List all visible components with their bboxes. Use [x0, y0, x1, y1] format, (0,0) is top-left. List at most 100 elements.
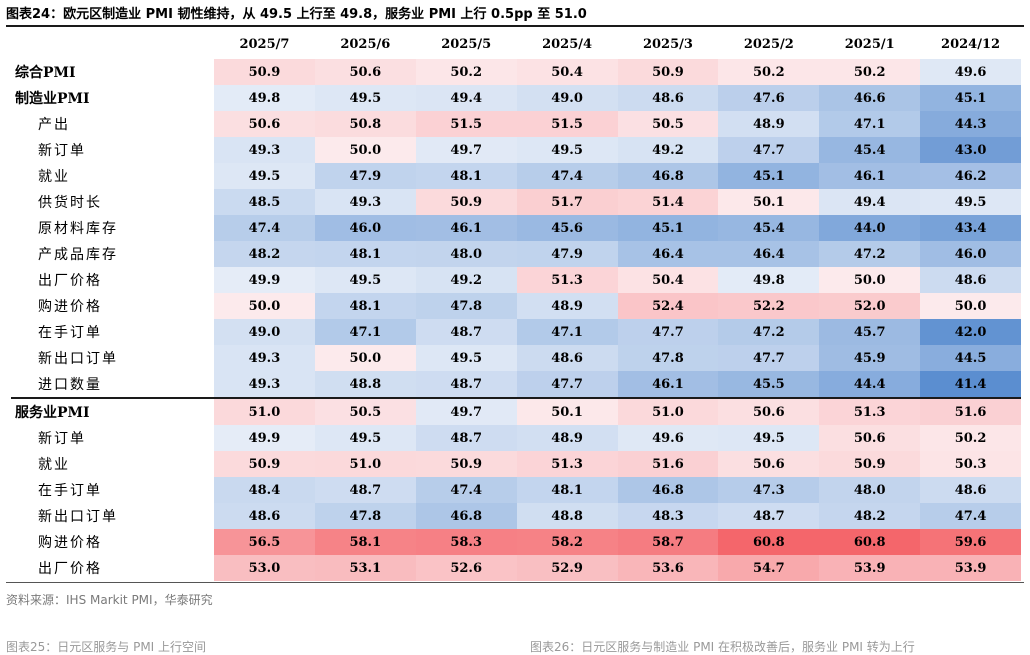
heatmap-cell: 47.2 [819, 241, 921, 267]
heatmap-cell: 47.7 [617, 319, 719, 345]
heatmap-cell: 46.0 [920, 241, 1021, 267]
heatmap-cell: 52.2 [718, 293, 820, 319]
heatmap-cell: 42.0 [920, 319, 1021, 345]
heatmap-cell: 50.2 [415, 59, 517, 85]
heatmap-cell: 52.4 [617, 293, 719, 319]
heatmap-cell: 46.2 [920, 163, 1021, 189]
row-label: 产成品库存 [38, 247, 118, 263]
heatmap-cell: 47.7 [718, 137, 820, 163]
heatmap-cell: 53.1 [314, 555, 416, 581]
heatmap-cell: 56.5 [214, 529, 315, 555]
heatmap-cell: 48.8 [516, 503, 618, 529]
heatmap-cell: 48.3 [617, 503, 719, 529]
heatmap-cell: 50.9 [214, 451, 315, 477]
heatmap-cell: 50.6 [214, 111, 315, 137]
heatmap-cell: 49.3 [214, 345, 315, 371]
heatmap-cell: 46.1 [617, 371, 719, 398]
table-row: 在手订单 49.0 47.1 48.7 47.1 47.7 47.2 45.7 42.0 [11, 319, 1021, 345]
heatmap-cell: 59.6 [920, 529, 1021, 555]
heatmap-cell: 50.6 [718, 451, 820, 477]
heatmap-cell: 49.4 [819, 189, 921, 215]
heatmap-cell: 45.1 [920, 85, 1021, 111]
heatmap-cell: 45.7 [819, 319, 921, 345]
heatmap-cell: 49.2 [415, 267, 517, 293]
source-note: 资料来源：IHS Markit PMI，华泰研究 [6, 593, 213, 607]
heatmap-cell: 46.4 [617, 241, 719, 267]
heatmap-cell: 50.9 [819, 451, 921, 477]
heatmap-cell: 49.3 [214, 371, 315, 398]
table-row: 供货时长 48.5 49.3 50.9 51.7 51.4 50.1 49.4 49.5 [11, 189, 1021, 215]
heatmap-cell: 48.6 [617, 85, 719, 111]
heatmap-cell: 48.7 [718, 503, 820, 529]
row-label: 新订单 [38, 431, 86, 447]
table-row: 服务业PMI 51.0 50.5 49.7 50.1 51.0 50.6 51.3 51.6 [11, 397, 1021, 425]
row-label: 新订单 [38, 143, 86, 159]
heatmap-cell: 50.6 [718, 397, 820, 425]
next-figure-title-left: 图表25：日元区服务与 PMI 上行空间 [6, 640, 207, 654]
heatmap-cell: 58.1 [314, 529, 416, 555]
heatmap-cell: 45.1 [718, 163, 820, 189]
heatmap-cell: 49.8 [718, 267, 820, 293]
heatmap-cell: 47.1 [314, 319, 416, 345]
heatmap-cell: 50.3 [920, 451, 1021, 477]
heatmap-cell: 47.4 [516, 163, 618, 189]
heatmap-cell: 46.8 [617, 163, 719, 189]
heatmap-cell: 58.3 [415, 529, 517, 555]
column-header: 2025/3 [642, 37, 693, 52]
figure-title: 图表24：欧元区制造业 PMI 韧性维持，从 49.5 上行至 49.8，服务业… [6, 7, 587, 22]
top-rule [6, 25, 1024, 27]
heatmap-cell: 49.9 [214, 425, 315, 451]
heatmap-cell: 50.5 [314, 397, 416, 425]
heatmap-cell: 48.7 [415, 319, 517, 345]
table-row: 原材料库存 47.4 46.0 46.1 45.6 45.1 45.4 44.0 43.4 [11, 215, 1021, 241]
heatmap-cell: 51.5 [415, 111, 517, 137]
table-row: 进口数量 49.3 48.8 48.7 47.7 46.1 45.5 44.4 41.4 [11, 371, 1021, 398]
table-row: 产出 50.6 50.8 51.5 51.5 50.5 48.9 47.1 44.3 [11, 111, 1021, 137]
row-label: 在手订单 [38, 325, 102, 341]
table-row: 制造业PMI 49.8 49.5 49.4 49.0 48.6 47.6 46.6 45.1 [11, 85, 1021, 111]
heatmap-cell: 47.4 [214, 215, 315, 241]
heatmap-cell: 52.6 [415, 555, 517, 581]
heatmap-cell: 49.5 [415, 345, 517, 371]
heatmap-cell: 46.4 [718, 241, 820, 267]
row-label: 综合PMI [15, 65, 76, 81]
heatmap-cell: 50.9 [214, 59, 315, 85]
heatmap-cell: 48.1 [415, 163, 517, 189]
table-row: 就业 50.9 51.0 50.9 51.3 51.6 50.6 50.9 50.3 [11, 451, 1021, 477]
heatmap-cell: 51.0 [214, 397, 315, 425]
table-row: 新订单 49.3 50.0 49.7 49.5 49.2 47.7 45.4 43.0 [11, 137, 1021, 163]
row-label: 服务业PMI [11, 397, 214, 425]
heatmap-cell: 48.8 [314, 371, 416, 398]
heatmap-cell: 49.6 [617, 425, 719, 451]
heatmap-cell: 50.2 [718, 59, 820, 85]
heatmap-cell: 48.9 [516, 425, 618, 451]
heatmap-cell: 49.5 [314, 85, 416, 111]
heatmap-cell: 50.6 [314, 59, 416, 85]
row-label: 制造业PMI [15, 91, 90, 107]
row-label: 购进价格 [38, 299, 102, 315]
row-label: 在手订单 [38, 483, 102, 499]
column-header: 2025/2 [743, 37, 794, 52]
heatmap-cell: 49.2 [617, 137, 719, 163]
heatmap-cell: 45.5 [718, 371, 820, 398]
row-label: 新出口订单 [38, 351, 118, 367]
row-label: 出厂价格 [38, 561, 102, 577]
heatmap-cell: 50.1 [516, 397, 618, 425]
heatmap-cell: 51.6 [920, 397, 1021, 425]
heatmap-cell: 47.6 [718, 85, 820, 111]
table-row: 综合PMI 50.9 50.6 50.2 50.4 50.9 50.2 50.2 49.6 [11, 59, 1021, 85]
heatmap-cell: 50.6 [819, 425, 921, 451]
heatmap-cell: 51.5 [516, 111, 618, 137]
table-row: 在手订单 48.4 48.7 47.4 48.1 46.8 47.3 48.0 48.6 [11, 477, 1021, 503]
row-label: 进口数量 [38, 377, 102, 393]
heatmap-cell: 50.0 [314, 137, 416, 163]
heatmap-cell: 50.2 [819, 59, 921, 85]
heatmap-cell: 50.9 [415, 189, 517, 215]
heatmap-cell: 51.4 [617, 189, 719, 215]
table-row: 出厂价格 53.0 53.1 52.6 52.9 53.6 54.7 53.9 53.9 [11, 555, 1021, 581]
column-header: 2025/6 [340, 37, 391, 52]
table-body: 综合PMI 50.9 50.6 50.2 50.4 50.9 50.2 50.2 49.6 制造业… [11, 59, 1021, 581]
row-label: 就业 [38, 169, 70, 185]
header-corner [11, 30, 214, 59]
heatmap-cell: 49.3 [214, 137, 315, 163]
